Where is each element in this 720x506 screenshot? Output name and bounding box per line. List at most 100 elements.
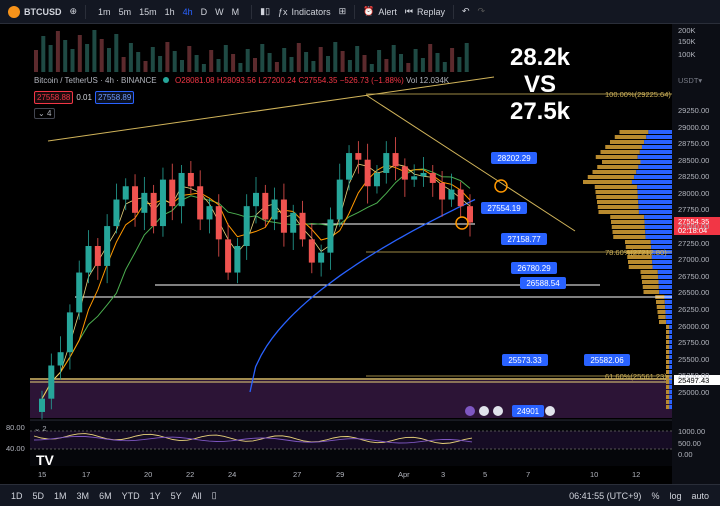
volume-profile-bar (666, 365, 670, 369)
redo-button[interactable]: ↷ (474, 0, 490, 24)
volume-profile-bar (650, 240, 672, 244)
volume-profile-bar (669, 335, 672, 339)
legend-low: L27200.24 (258, 76, 297, 85)
price-tag[interactable]: 26780.29 (511, 262, 557, 274)
buy-button[interactable]: 27558.89 (94, 91, 135, 104)
volume-profile-bar (637, 155, 672, 159)
calendar-icon[interactable]: ▯ (211, 490, 217, 500)
us-flag-icon[interactable] (493, 406, 503, 416)
clock-label[interactable]: 06:41:55 (UTC+9) (569, 490, 642, 501)
price-tag[interactable]: 28202.29 (491, 152, 537, 164)
interval-4h[interactable]: 4h (182, 6, 193, 17)
alert-label: Alert (378, 6, 397, 17)
chart-area[interactable]: 28202.29 27554.19 27158.77 26780.29 2658… (0, 24, 720, 484)
volume-bar (41, 36, 46, 72)
volume-bar (260, 44, 265, 72)
legend-dot (162, 77, 169, 83)
currency-label[interactable]: USDT▾ (678, 76, 703, 85)
price-tag-label: 27554.19 (487, 204, 521, 213)
volume-bar (187, 46, 192, 72)
price-tick: 25750.00 (678, 338, 710, 348)
interval-m[interactable]: M (231, 6, 240, 17)
price-chart[interactable]: 28202.29 27554.19 27158.77 26780.29 2658… (0, 24, 720, 484)
interval-w[interactable]: W (215, 6, 224, 17)
range-ytd[interactable]: YTD (121, 490, 140, 501)
price-tag[interactable]: 25582.06 (584, 354, 630, 366)
osc-tick: 40.00 (6, 444, 25, 453)
oscillator-band (30, 431, 672, 449)
candle-body (383, 153, 390, 173)
price-tick: 27750.00 (678, 205, 710, 215)
volume-bar (267, 53, 272, 72)
volume-profile-bar (652, 265, 672, 269)
volume-profile-bar (666, 355, 670, 359)
range-5y[interactable]: 5Y (170, 490, 182, 501)
candle-body (373, 172, 380, 187)
volume-profile-bar (634, 175, 672, 179)
candles (39, 137, 473, 420)
volume-bar (450, 48, 455, 72)
current-price-marker (674, 217, 720, 235)
range-5d[interactable]: 5D (32, 490, 45, 501)
indicator-toggle[interactable]: ⌄ 4 (34, 108, 56, 119)
volume-profile-bar (628, 260, 653, 264)
price-tag[interactable]: 27158.77 (501, 233, 547, 245)
add-symbol-button[interactable]: ⊕ (66, 0, 82, 24)
volume-profile-bar (669, 370, 672, 374)
range-1d[interactable]: 1D (11, 490, 23, 501)
templates-button[interactable]: ⊞ (335, 0, 351, 24)
undo-button[interactable]: ↶ (458, 0, 474, 24)
auto-toggle[interactable]: auto (691, 490, 709, 501)
interval-1h[interactable]: 1h (164, 6, 175, 17)
time-tick: 24 (228, 470, 237, 479)
tag-bg (501, 233, 547, 245)
indicators-button[interactable]: ƒx Indicators (274, 0, 335, 24)
us-flag-icon[interactable] (545, 406, 555, 416)
chart-type-button[interactable]: ▮▯ (256, 0, 274, 24)
range-3m[interactable]: 3M (76, 490, 90, 501)
replay-button[interactable]: ⏮ Replay (401, 0, 449, 24)
drawing-toolbar (0, 24, 30, 468)
candle-body (243, 206, 250, 246)
volume-profile-bar (659, 290, 672, 294)
range-1y[interactable]: 1Y (149, 490, 161, 501)
time-tick: Apr (398, 470, 410, 479)
range-1m[interactable]: 1M (54, 490, 67, 501)
us-flag-icon[interactable] (479, 406, 489, 416)
alert-button[interactable]: ⏰ Alert (359, 0, 401, 24)
osc-toggle[interactable]: ⌄ 2 (34, 424, 47, 433)
range-6m[interactable]: 6M (99, 490, 112, 501)
price-axis[interactable] (672, 24, 720, 484)
volume-bar (77, 35, 82, 72)
last-price-marker (674, 375, 720, 385)
candle-body (318, 252, 325, 263)
volume-bar (406, 63, 411, 72)
osc-right-tick: 500.00 (678, 439, 701, 448)
redo-icon: ↷ (477, 6, 486, 16)
interval-15m[interactable]: 15m (139, 6, 157, 17)
price-tick: 28000.00 (678, 188, 710, 198)
volume-profile-bar (642, 280, 659, 284)
candle-body (253, 192, 259, 207)
price-tag[interactable]: 25573.33 (502, 354, 548, 366)
volume-profile-bar (610, 140, 645, 144)
price-tag[interactable]: 24901 (512, 405, 544, 417)
percent-toggle[interactable]: % (651, 490, 660, 501)
volume-profile-bar (669, 355, 672, 359)
volume-profile-bar (658, 285, 672, 289)
interval-d[interactable]: D (200, 6, 208, 17)
lightning-event-icon[interactable] (465, 406, 475, 416)
range-all[interactable]: All (191, 490, 202, 501)
price-tag[interactable]: 27554.19 (481, 202, 527, 214)
symbol-search[interactable]: BTCUSD (4, 0, 66, 24)
volume-bar (150, 47, 155, 72)
legend-close: C27554.35 (298, 76, 338, 85)
volume-profile-bar (665, 315, 672, 319)
log-toggle[interactable]: log (669, 490, 682, 501)
volume-bar (362, 55, 367, 72)
sell-button[interactable]: 27558.88 (34, 91, 74, 104)
interval-1m[interactable]: 1m (98, 6, 111, 17)
volume-bar (304, 52, 309, 72)
price-tag[interactable]: 26588.54 (520, 277, 566, 289)
interval-5m[interactable]: 5m (118, 6, 132, 17)
